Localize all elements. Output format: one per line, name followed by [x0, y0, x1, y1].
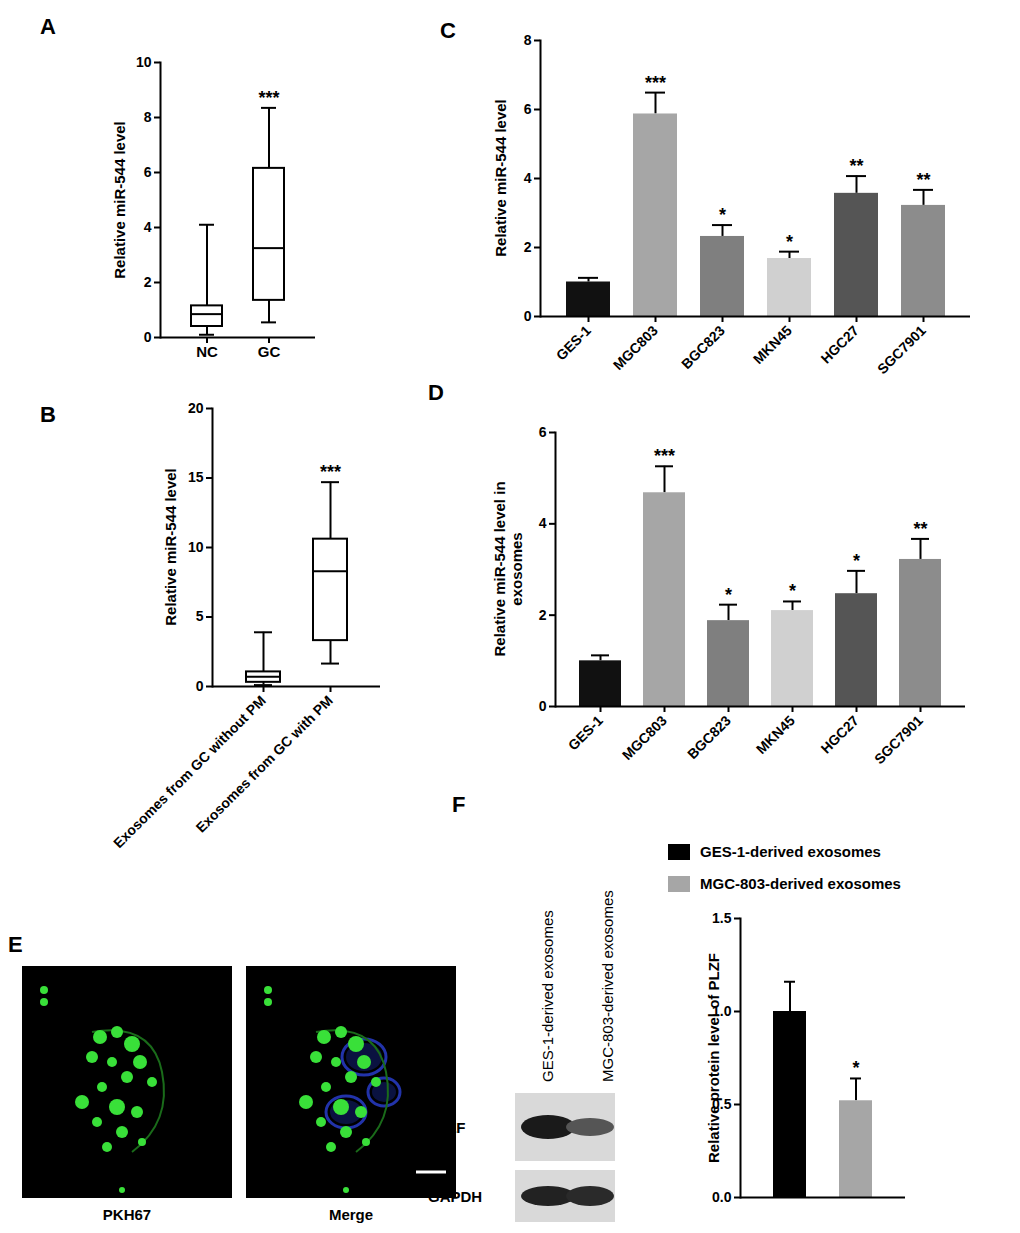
svg-text:10: 10: [188, 539, 204, 555]
svg-text:0: 0: [524, 308, 532, 324]
svg-text:GES-1: GES-1: [553, 322, 594, 363]
svg-text:2: 2: [524, 239, 532, 255]
svg-text:*: *: [786, 232, 793, 252]
svg-text:*: *: [789, 581, 796, 601]
svg-text:0.0: 0.0: [712, 1189, 732, 1205]
svg-text:*: *: [725, 585, 732, 605]
svg-text:6: 6: [524, 101, 532, 117]
svg-text:20: 20: [188, 400, 204, 416]
svg-text:SGC7901: SGC7901: [874, 322, 929, 377]
svg-text:SGC7901: SGC7901: [871, 712, 926, 767]
svg-text:0: 0: [144, 329, 152, 345]
svg-text:***: ***: [258, 88, 279, 108]
svg-text:Exosomes from GC with PM: Exosomes from GC with PM: [192, 692, 335, 835]
svg-text:MKN45: MKN45: [753, 712, 798, 757]
svg-text:2: 2: [144, 274, 152, 290]
svg-text:GAPDH: GAPDH: [428, 1188, 482, 1205]
svg-text:HGC27: HGC27: [817, 712, 861, 756]
svg-text:BGC823: BGC823: [678, 322, 728, 372]
svg-text:GES-1: GES-1: [565, 712, 606, 753]
svg-text:HGC27: HGC27: [817, 322, 861, 366]
svg-text:*: *: [853, 551, 860, 571]
svg-text:8: 8: [524, 32, 532, 48]
svg-text:*: *: [852, 1058, 859, 1078]
svg-text:***: ***: [654, 446, 675, 466]
svg-text:4: 4: [524, 170, 532, 186]
svg-text:**: **: [916, 170, 930, 190]
svg-text:5: 5: [196, 608, 204, 624]
svg-text:2: 2: [539, 607, 547, 623]
svg-text:MKN45: MKN45: [750, 322, 795, 367]
svg-text:15: 15: [188, 469, 204, 485]
svg-text:1.5: 1.5: [712, 910, 732, 926]
svg-text:MGC803: MGC803: [610, 322, 661, 373]
svg-text:***: ***: [645, 73, 666, 93]
svg-text:6: 6: [144, 164, 152, 180]
svg-text:GC: GC: [258, 343, 281, 360]
svg-text:8: 8: [144, 109, 152, 125]
svg-text:4: 4: [539, 515, 547, 531]
svg-text:**: **: [849, 156, 863, 176]
svg-text:MGC-803-derived exosomes: MGC-803-derived exosomes: [599, 890, 616, 1082]
svg-text:0: 0: [539, 698, 547, 714]
svg-text:Merge: Merge: [329, 1206, 373, 1223]
svg-text:**: **: [913, 519, 927, 539]
svg-text:MGC803: MGC803: [619, 712, 670, 763]
svg-text:BGC823: BGC823: [684, 712, 734, 762]
svg-text:*: *: [719, 205, 726, 225]
svg-text:0: 0: [196, 678, 204, 694]
svg-text:GES-1-derived exosomes: GES-1-derived exosomes: [539, 910, 556, 1082]
svg-text:10: 10: [136, 54, 152, 70]
svg-text:PLZF: PLZF: [428, 1119, 466, 1136]
svg-text:PKH67: PKH67: [103, 1206, 151, 1223]
svg-text:6: 6: [539, 424, 547, 440]
svg-text:***: ***: [320, 462, 341, 482]
svg-text:4: 4: [144, 219, 152, 235]
svg-text:NC: NC: [196, 343, 218, 360]
